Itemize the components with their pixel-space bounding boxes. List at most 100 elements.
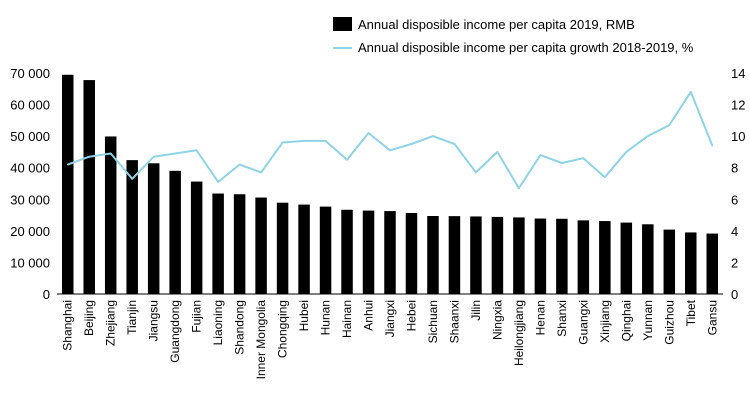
- bar: [620, 222, 633, 294]
- bar-series: [61, 74, 719, 294]
- line-point: [668, 124, 671, 126]
- right-tick-label: 8: [731, 161, 738, 176]
- left-tick-label: 60 000: [10, 98, 50, 113]
- line-point: [432, 135, 434, 137]
- legend-line-label: Annual disposible income per capita grow…: [358, 40, 694, 55]
- category-label: Sichuan: [426, 300, 440, 343]
- category-label: Fujian: [190, 300, 204, 333]
- bar: [104, 136, 117, 294]
- x-axis: Shanghai Beijing Zhejiang Tianjin Jiangsu Gua…: [57, 293, 723, 380]
- line-point: [561, 162, 563, 164]
- left-tick-label: 20 000: [10, 224, 50, 239]
- bar: [577, 220, 590, 294]
- line-point: [711, 144, 714, 147]
- line-point: [174, 152, 176, 155]
- line-point: [303, 140, 305, 142]
- line-point: [324, 140, 327, 142]
- bar: [427, 216, 439, 294]
- line-point: [217, 181, 219, 183]
- line-point: [518, 187, 520, 190]
- category-label: Jilin: [469, 300, 483, 321]
- line-point: [539, 154, 542, 156]
- bar: [298, 204, 310, 294]
- category-label: Jiangsu: [147, 300, 161, 341]
- line-point: [109, 152, 112, 155]
- bar: [513, 217, 525, 294]
- line-point: [647, 135, 649, 137]
- line-point: [88, 155, 91, 158]
- line-point: [625, 151, 628, 153]
- bar: [147, 163, 160, 294]
- right-tick-label: 14: [731, 66, 745, 81]
- line-point: [195, 149, 198, 152]
- left-tick-label: 70 000: [10, 66, 50, 81]
- line-point: [689, 91, 692, 93]
- bar: [470, 216, 482, 294]
- bar: [491, 216, 504, 294]
- line-point: [604, 176, 606, 178]
- category-label: Shanghai: [61, 300, 75, 351]
- right-tick-label: 4: [731, 224, 738, 239]
- line-point: [260, 171, 262, 174]
- line-point: [346, 159, 348, 161]
- line-series: [66, 90, 714, 190]
- bar: [362, 210, 375, 294]
- bar: [405, 212, 418, 294]
- line-point: [281, 141, 284, 144]
- category-label: Chongqing: [276, 300, 290, 358]
- category-label: Jiangxi: [383, 300, 397, 337]
- bar: [255, 197, 267, 294]
- line-point: [475, 171, 477, 174]
- right-tick-label: 10: [731, 129, 745, 144]
- bar: [642, 224, 654, 294]
- category-label: Shaanxi: [447, 300, 461, 343]
- category-label: Heilongjiang: [512, 300, 526, 366]
- bar: [663, 229, 676, 294]
- left-tick-label: 40 000: [10, 161, 50, 176]
- left-tick-label: 10 000: [10, 255, 50, 270]
- left-tick-label: 50 000: [10, 129, 50, 144]
- line-point: [152, 155, 155, 158]
- legend-bar-swatch: [333, 17, 352, 31]
- legend-bar-label: Annual disposible income per capita 2019…: [358, 17, 635, 32]
- right-tick-label: 2: [731, 255, 738, 270]
- line-point: [410, 143, 413, 145]
- category-label: Xinjiang: [598, 300, 612, 343]
- bar: [233, 194, 246, 294]
- bar: [448, 216, 461, 294]
- category-label: Guizhou: [662, 300, 676, 345]
- line-point: [582, 157, 585, 160]
- bar: [169, 170, 181, 294]
- category-label: Yunnan: [641, 300, 655, 341]
- bar: [534, 218, 547, 294]
- category-label: Guangdong: [168, 300, 182, 363]
- right-axis: 0 2 4 6 8 10 12 14: [731, 66, 745, 302]
- bar: [341, 209, 353, 294]
- category-label: Hunan: [319, 300, 333, 335]
- left-tick-label: 0: [43, 287, 50, 302]
- line-point: [389, 149, 391, 152]
- bar: [556, 218, 568, 294]
- category-label: Inner Mongolia: [254, 300, 268, 380]
- category-label: Liaoning: [211, 300, 225, 345]
- bar: [212, 193, 224, 294]
- bar: [706, 233, 719, 294]
- category-label: Qinghai: [619, 300, 633, 341]
- bar: [83, 80, 95, 294]
- category-label: Hainan: [340, 300, 354, 338]
- bar: [126, 160, 138, 294]
- bar: [319, 206, 332, 294]
- legend: Annual disposible income per capita 2019…: [333, 17, 694, 55]
- line-point: [238, 163, 241, 166]
- category-label: Tibet: [684, 299, 698, 326]
- line-point: [367, 132, 370, 134]
- growth-line: [67, 90, 714, 190]
- left-tick-label: 30 000: [10, 192, 50, 207]
- category-label: Anhui: [362, 300, 376, 331]
- left-axis: 0 10 000 20 000 30 000 40 000 50 000 60 000 70 …: [10, 66, 50, 302]
- bar: [61, 74, 74, 294]
- right-tick-label: 6: [731, 192, 738, 207]
- category-label: Ningxia: [490, 300, 504, 340]
- category-label: Hebei: [404, 300, 418, 331]
